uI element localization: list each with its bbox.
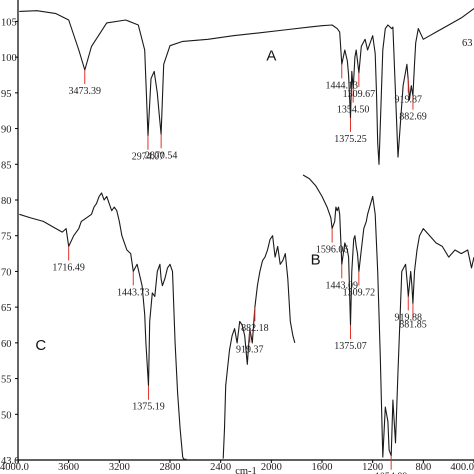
peak-label: 2974.07: [132, 152, 165, 163]
y-tick-label: 50: [1, 410, 12, 421]
x-tick-label: 400.0: [450, 462, 474, 473]
y-tick-label: 90: [1, 125, 12, 136]
series-line-a-0: [19, 8, 474, 165]
peak-label: 881.85: [399, 320, 427, 331]
x-tick-label: 800: [415, 462, 431, 473]
y-tick-label: 65: [1, 303, 12, 314]
edge-label: 63: [462, 38, 473, 49]
x-tick-label: 2800: [160, 462, 181, 473]
panel-label-a: A: [266, 48, 276, 65]
peak-label: 919.88: [395, 312, 423, 323]
x-tick-label: 2400: [210, 462, 231, 473]
x-tick-label: 1200: [362, 462, 383, 473]
series-line-c-2: [19, 192, 187, 460]
y-tick-label: 43.6: [1, 456, 19, 467]
peak-label: 1375.25: [334, 134, 367, 145]
y-tick-label: 105: [1, 17, 17, 28]
axes: [17, 0, 474, 461]
x-tick-label: 1600: [312, 462, 333, 473]
peak-label: 1375.19: [132, 402, 165, 413]
panel-label-b: B: [311, 251, 321, 268]
y-tick-label: 70: [1, 267, 12, 278]
peak-markers: [68, 64, 414, 470]
series-layer: [19, 8, 474, 460]
peak-label: 882.69: [399, 112, 427, 123]
peak-label: 1444.13: [326, 80, 359, 91]
panel-labels: A B C: [35, 48, 320, 354]
peak-label: 919.87: [395, 95, 423, 106]
peak-label: 3473.39: [69, 86, 102, 97]
peak-label: 1375.07: [334, 341, 367, 352]
x-tick-label: 4000.0: [0, 462, 29, 473]
series-line-b-1: [302, 174, 474, 458]
peak-label: 919.37: [236, 345, 264, 356]
peak-label: 1596.06: [316, 245, 349, 256]
peak-label: 1309.72: [343, 287, 376, 298]
peak-label: 1054.89: [375, 472, 408, 474]
peak-label: 1443.73: [117, 287, 150, 298]
peak-label: 1716.49: [52, 262, 85, 273]
x-tick-label: 2000: [261, 462, 282, 473]
peak-label: 1354.50: [337, 105, 370, 116]
x-tick-label: 3600: [58, 462, 79, 473]
x-ticks: 4000.0 3600 3200 2800 2400 2000 1600 1200 800 400…: [0, 460, 474, 473]
y-tick-label: 95: [1, 89, 12, 100]
series-line-c-3: [222, 235, 296, 459]
x-tick-label: 3200: [109, 462, 130, 473]
y-tick-label: 55: [1, 375, 12, 386]
peak-label: 882.18: [241, 323, 269, 334]
y-tick-label: 85: [1, 160, 12, 171]
x-axis-label: cm-1: [235, 466, 257, 474]
y-tick-label: 100: [1, 53, 17, 64]
peak-label: 1309.67: [343, 89, 376, 100]
y-tick-label: 80: [1, 196, 12, 207]
panel-label-c: C: [35, 337, 46, 354]
peak-label: 2870.54: [145, 150, 178, 161]
y-ticks: 105 100 95 90 85 80 75 70 65 60 55 50 43.6: [1, 17, 19, 467]
y-tick-label: 60: [1, 339, 12, 350]
peak-label: 1443.09: [326, 280, 359, 291]
y-tick-label: 75: [1, 232, 12, 243]
